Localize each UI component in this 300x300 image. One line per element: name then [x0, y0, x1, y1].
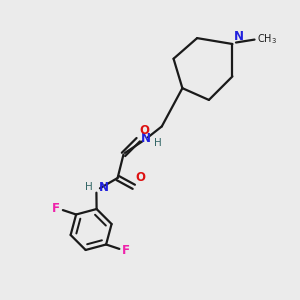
Text: H: H	[154, 138, 162, 148]
Text: O: O	[140, 124, 150, 137]
Text: O: O	[135, 171, 145, 184]
Text: F: F	[52, 202, 60, 214]
Text: F: F	[122, 244, 130, 257]
Text: N: N	[141, 132, 151, 145]
Text: N: N	[234, 29, 244, 43]
Text: H: H	[85, 182, 93, 192]
Text: N: N	[98, 181, 109, 194]
Text: CH$_3$: CH$_3$	[257, 32, 278, 46]
